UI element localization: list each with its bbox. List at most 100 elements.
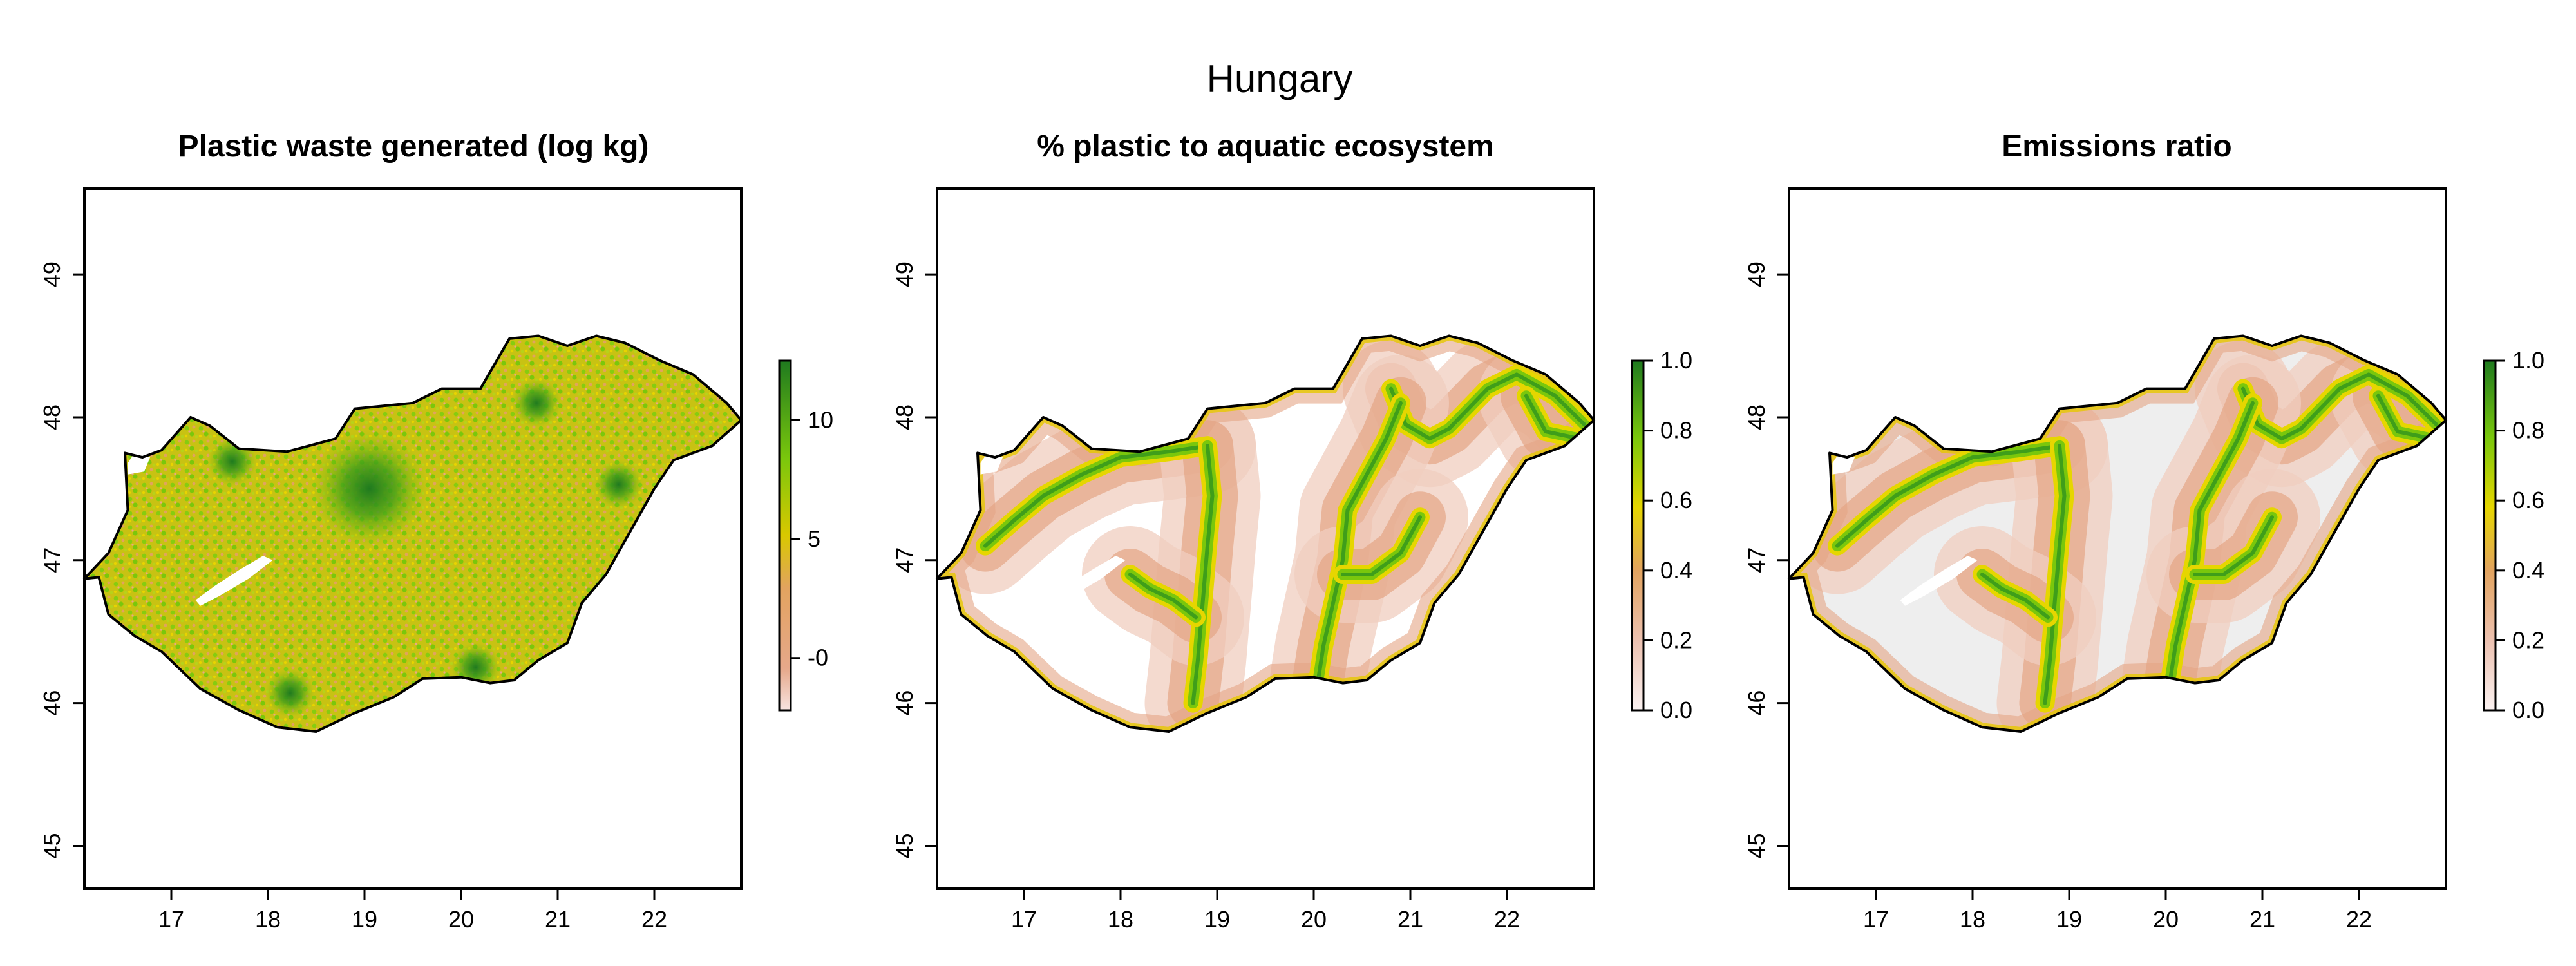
lake <box>195 556 273 606</box>
legend-tick-label: 0.8 <box>1660 417 1692 444</box>
y-tick-label: 46 <box>1743 690 1770 716</box>
y-tick-label: 46 <box>891 690 918 716</box>
legend-colorbar <box>1631 359 1645 712</box>
legend-tick-label: -0 <box>808 645 828 671</box>
x-tick-label: 18 <box>1108 906 1133 933</box>
panel-plastic-to-aquatic: % plastic to aquatic ecosystem 17 18 19 20 2… <box>891 129 1692 933</box>
legend-tick-label: 0.4 <box>1660 557 1692 583</box>
legend-tick-label: 0.6 <box>2512 487 2544 513</box>
x-tick-label: 17 <box>1011 906 1037 933</box>
river-core <box>2241 372 2438 441</box>
y-axis: 45 46 47 48 49 <box>39 261 84 858</box>
panel-emissions-ratio: Emissions ratio 17 18 19 20 21 22 4546474849 … <box>1743 129 2544 933</box>
urban-hotspot <box>265 668 315 718</box>
raster-layer <box>937 336 1594 732</box>
urban-hotspot <box>451 643 500 692</box>
y-axis: 45 46 47 48 49 <box>891 261 937 858</box>
river-core <box>1128 573 1198 620</box>
legend-tick-label: 0.2 <box>2512 627 2544 653</box>
x-tick-label: 22 <box>1494 906 1520 933</box>
y-tick-label: 45 <box>1743 833 1770 858</box>
color-legend: 0.0 0.2 0.4 0.6 0.8 1.0 <box>1631 347 1692 723</box>
x-tick-label: 19 <box>352 906 377 933</box>
x-tick-label: 18 <box>255 906 281 933</box>
legend-tick-label: 0.0 <box>1660 697 1692 723</box>
legend-colorbar <box>2483 359 2497 712</box>
legend-tick-label: 10 <box>808 406 833 433</box>
lake <box>980 453 1003 475</box>
x-tick-label: 17 <box>1863 906 1889 933</box>
river-core <box>1316 401 1403 679</box>
legend-colorbar <box>778 359 792 712</box>
urban-hotspot <box>311 430 428 547</box>
panel-title: % plastic to aquatic ecosystem <box>1037 129 1494 164</box>
color-legend: 0.0 0.2 0.4 0.6 0.8 1.0 <box>2483 347 2544 723</box>
x-tick-label: 21 <box>2249 906 2275 933</box>
legend-tick-label: 1.0 <box>1660 347 1692 374</box>
river-core <box>1341 515 1422 576</box>
river-core <box>1191 444 1215 705</box>
y-axis: 45 46 47 48 49 <box>1743 261 1789 858</box>
x-tick-label: 22 <box>641 906 667 933</box>
y-tick-label: 48 <box>39 404 65 430</box>
panel-title: Emissions ratio <box>2002 129 2231 164</box>
y-tick-label: 47 <box>39 547 65 573</box>
y-tick-label: 49 <box>1743 261 1770 287</box>
y-tick-label: 46 <box>39 690 65 716</box>
y-tick-label: 47 <box>1743 547 1770 573</box>
figure-title: Hungary <box>1207 57 1353 100</box>
raster-layer <box>84 336 741 732</box>
y-tick-label: 48 <box>891 404 918 430</box>
plot-frame <box>83 187 743 890</box>
y-tick-label: 49 <box>39 261 65 287</box>
waste-raster <box>84 336 741 732</box>
lake <box>1832 453 1855 475</box>
urban-hotspot <box>594 460 643 509</box>
x-axis: 17 18 19 20 21 22 <box>158 889 667 933</box>
legend-tick-label: 0.4 <box>2512 557 2544 583</box>
y-tick-label: 47 <box>891 547 918 573</box>
legend-tick-label: 0.6 <box>1660 487 1692 513</box>
legend-tick-label: 0.8 <box>2512 417 2544 444</box>
river-core <box>983 444 1209 548</box>
x-tick-label: 20 <box>1301 906 1327 933</box>
x-tick-label: 18 <box>1960 906 1985 933</box>
lake <box>128 453 150 475</box>
x-tick-label: 21 <box>1397 906 1423 933</box>
y-tick-label: 45 <box>891 833 918 858</box>
legend-tick-label: 5 <box>808 526 820 552</box>
x-tick-label: 19 <box>2056 906 2082 933</box>
x-tick-label: 17 <box>158 906 184 933</box>
urban-hotspot <box>512 378 561 428</box>
river-core <box>1524 393 1582 441</box>
river-core <box>1389 372 1586 441</box>
x-tick-label: 20 <box>2153 906 2179 933</box>
map-area <box>936 334 1595 733</box>
river-core <box>2168 401 2255 679</box>
color-legend: -0 5 10 <box>778 359 833 712</box>
x-tick-label: 21 <box>545 906 571 933</box>
raster-layer <box>1789 336 2446 732</box>
y-tick-label: 45 <box>39 833 65 858</box>
lake <box>1048 556 1126 606</box>
river-core <box>1835 444 2061 548</box>
legend-tick-label: 0.0 <box>2512 697 2544 723</box>
map-area <box>1788 334 2447 733</box>
river-core <box>2193 515 2274 576</box>
y-tick-label: 49 <box>891 261 918 287</box>
y-tick-label: 48 <box>1743 404 1770 430</box>
x-tick-label: 20 <box>448 906 474 933</box>
plot-frame <box>936 187 1595 890</box>
lake <box>1900 556 1978 606</box>
river-core <box>1980 573 2050 620</box>
map-area <box>83 334 743 733</box>
x-tick-label: 19 <box>1204 906 1230 933</box>
panel-title: Plastic waste generated (log kg) <box>178 129 649 164</box>
river-core <box>2043 444 2067 705</box>
x-axis: 17 18 19 20 21 22 <box>1863 889 2372 933</box>
legend-tick-label: 0.2 <box>1660 627 1692 653</box>
x-axis: 17 18 19 20 21 22 <box>1011 889 1520 933</box>
panel-plastic-waste: Plastic waste generated (log kg) 17 18 19 2… <box>39 129 833 933</box>
plot-frame <box>1788 187 2447 890</box>
